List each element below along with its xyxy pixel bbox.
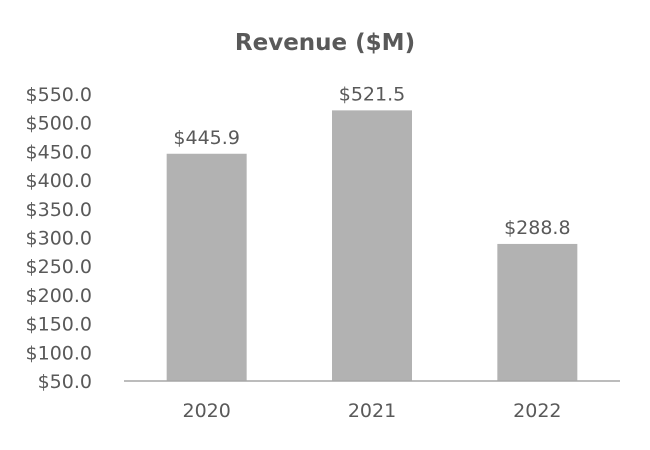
x-tick-label: 2022: [513, 400, 561, 422]
y-tick-label: $450.0: [26, 141, 92, 163]
x-tick-label: 2021: [348, 400, 396, 422]
data-label-2022: $288.8: [504, 217, 570, 239]
y-tick-label: $400.0: [26, 170, 92, 192]
y-tick-label: $350.0: [26, 199, 92, 221]
data-labels: $445.9 $521.5 $288.8: [173, 83, 570, 239]
y-tick-label: $500.0: [26, 113, 92, 135]
y-tick-label: $250.0: [26, 256, 92, 278]
y-axis-tick-labels: $50.0 $100.0 $150.0 $200.0 $250.0 $300.0 $350.…: [26, 84, 92, 393]
y-tick-label: $200.0: [26, 285, 92, 307]
y-tick-label: $150.0: [26, 314, 92, 336]
data-label-2020: $445.9: [173, 127, 239, 149]
y-tick-label: $300.0: [26, 228, 92, 250]
x-tick-label: 2020: [182, 400, 230, 422]
bar-series: [166, 110, 578, 381]
y-tick-label: $50.0: [38, 371, 92, 393]
data-label-2021: $521.5: [339, 83, 405, 105]
chart-title: Revenue ($M): [235, 30, 415, 56]
bar-2020: [166, 153, 247, 381]
y-tick-label: $100.0: [26, 342, 92, 364]
bar-2022: [497, 243, 578, 381]
y-tick-label: $550.0: [26, 84, 92, 106]
bar-2021: [332, 110, 412, 381]
x-axis-tick-labels: 2020 2021 2022: [182, 400, 561, 422]
